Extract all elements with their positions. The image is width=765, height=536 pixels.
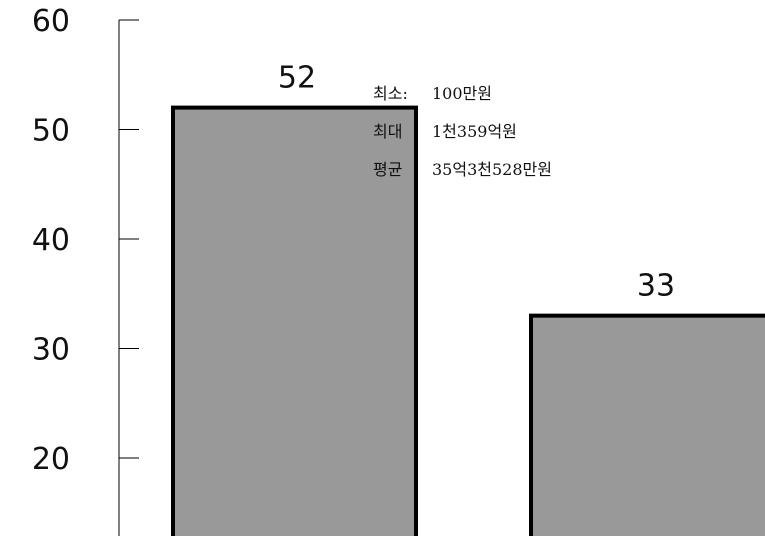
bar <box>529 313 765 536</box>
bar-value-label: 33 <box>637 269 675 304</box>
y-tick-label: 60 <box>32 4 70 39</box>
annotation-avg-value: 35억3천528만원 <box>432 160 552 179</box>
y-tick-label: 40 <box>32 223 70 258</box>
stats-annotation: 최소: 100만원 최대 1천359억원 평균 35억3천528만원 <box>373 84 552 179</box>
bar <box>171 105 418 536</box>
annotation-avg-label: 평균 <box>373 160 402 179</box>
annotation-max-value: 1천359억원 <box>432 122 517 141</box>
annotation-max-label: 최대 <box>373 122 402 141</box>
bar-value-label: 52 <box>278 61 316 96</box>
y-tick-label: 20 <box>32 442 70 477</box>
y-tick-label: 30 <box>32 333 70 368</box>
annotation-min-label: 최소: <box>373 84 408 103</box>
annotation-min-value: 100만원 <box>432 84 492 103</box>
y-tick-label: 50 <box>32 114 70 149</box>
